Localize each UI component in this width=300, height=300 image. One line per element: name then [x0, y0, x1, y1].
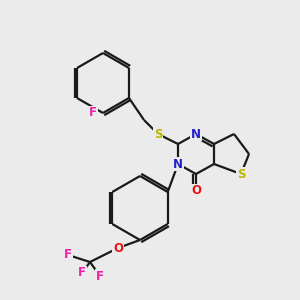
Text: F: F [89, 106, 97, 119]
Text: S: S [154, 128, 162, 140]
Text: S: S [237, 167, 245, 181]
Text: F: F [64, 248, 72, 262]
Text: O: O [191, 184, 201, 197]
Text: N: N [173, 158, 183, 170]
Text: N: N [191, 128, 201, 140]
Text: F: F [78, 266, 86, 280]
Text: F: F [96, 269, 104, 283]
Text: O: O [113, 242, 123, 254]
